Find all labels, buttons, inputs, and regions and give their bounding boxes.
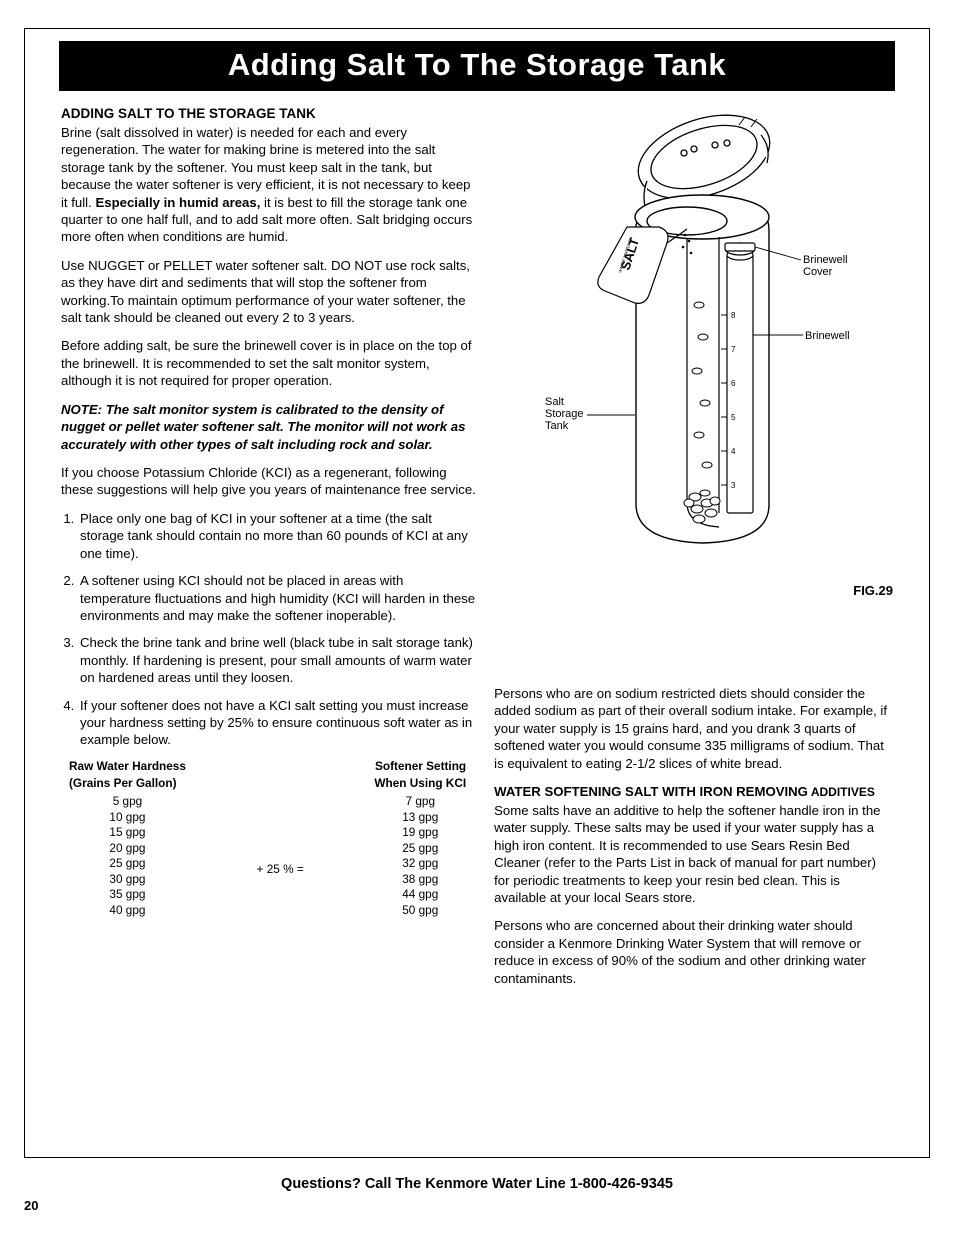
subhead-iron-b: ADDITIVES: [808, 785, 875, 799]
para-nugget: Use NUGGET or PELLET water softener salt…: [61, 257, 476, 327]
title-band: Adding Salt To The Storage Tank: [59, 41, 895, 91]
para-before-adding: Before adding salt, be sure the brinewel…: [61, 337, 476, 389]
para-brine: Brine (salt dissolved in water) is neede…: [61, 124, 476, 246]
para-brine-bold: Especially in humid areas,: [95, 195, 260, 210]
ht-col-raw: Raw Water Hardness (Grains Per Gallon) 5…: [69, 759, 186, 919]
note-salt-monitor: NOTE: The salt monitor system is calibra…: [61, 401, 476, 453]
subhead-adding-salt: ADDING SALT TO THE STORAGE TANK: [61, 105, 476, 123]
ht-head-raw2: (Grains Per Gallon): [69, 776, 186, 792]
ht-head-set2: When Using KCI: [374, 776, 466, 792]
label-salt-storage-tank: SaltStorageTank: [545, 396, 584, 432]
para-sodium-diet: Persons who are on sodium restricted die…: [494, 685, 893, 772]
subhead-iron-removing: WATER SOFTENING SALT WITH IRON REMOVING …: [494, 783, 893, 801]
para-kci-intro: If you choose Potassium Chloride (KCI) a…: [61, 464, 476, 499]
label-brinewell: Brinewell: [805, 330, 849, 342]
svg-text:5: 5: [731, 413, 736, 422]
left-column: ADDING SALT TO THE STORAGE TANK Brine (s…: [61, 105, 476, 998]
figure-label: FIG.29: [853, 582, 893, 599]
kci-list: Place only one bag of KCI in your soften…: [65, 510, 476, 749]
subhead-iron-a: WATER SOFTENING SALT WITH IRON REMOVING: [494, 784, 808, 799]
label-brinewell-cover: BrinewellCover: [803, 254, 848, 278]
svg-text:3: 3: [731, 481, 736, 490]
ht-rows-raw: 5 gpg10 gpg15 gpg20 gpg25 gpg30 gpg35 gp…: [69, 794, 186, 919]
page-border: Adding Salt To The Storage Tank ADDING S…: [24, 28, 930, 1158]
content-columns: ADDING SALT TO THE STORAGE TANK Brine (s…: [25, 105, 929, 998]
tank-diagram: SALT WATER SOFTENER: [539, 105, 849, 595]
svg-text:7: 7: [731, 345, 736, 354]
kci-li-4: If your softener does not have a KCI sal…: [78, 697, 476, 749]
ht-col-mid: + 25 % =: [257, 759, 304, 919]
ht-head-set1: Softener Setting: [374, 759, 466, 775]
kci-li-2: A softener using KCI should not be place…: [78, 572, 476, 624]
ht-head-raw1: Raw Water Hardness: [69, 759, 186, 775]
kci-li-3: Check the brine tank and brine well (bla…: [78, 634, 476, 686]
svg-text:4: 4: [731, 447, 736, 456]
diagram-wrap: SALT WATER SOFTENER: [494, 105, 893, 595]
ht-col-setting: Softener Setting When Using KCI 7 gpg13 …: [374, 759, 466, 919]
para-drinking-water-system: Persons who are concerned about their dr…: [494, 917, 893, 987]
ht-mid-text: + 25 % =: [257, 862, 304, 878]
para-iron-additives: Some salts have an additive to help the …: [494, 802, 893, 907]
page-number: 20: [24, 1198, 930, 1213]
svg-text:6: 6: [731, 379, 736, 388]
hardness-table: Raw Water Hardness (Grains Per Gallon) 5…: [61, 759, 476, 919]
kci-li-1: Place only one bag of KCI in your soften…: [78, 510, 476, 562]
right-column: SALT WATER SOFTENER: [494, 105, 893, 998]
svg-text:8: 8: [731, 311, 736, 320]
footer-questions: Questions? Call The Kenmore Water Line 1…: [24, 1176, 930, 1192]
ht-rows-set: 7 gpg13 gpg19 gpg25 gpg32 gpg38 gpg44 gp…: [374, 794, 466, 919]
